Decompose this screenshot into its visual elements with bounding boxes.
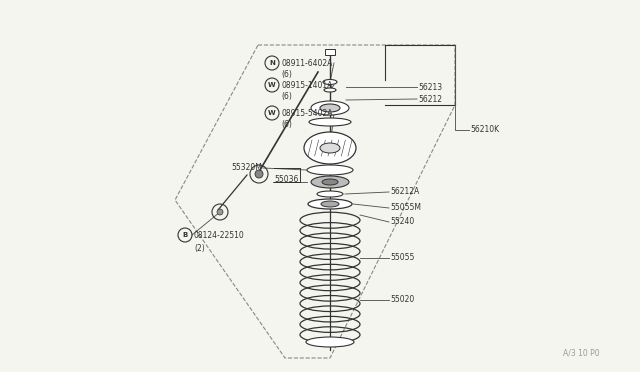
Circle shape bbox=[217, 209, 223, 215]
Text: W: W bbox=[268, 82, 276, 88]
Ellipse shape bbox=[308, 199, 352, 209]
Bar bbox=[325, 49, 335, 55]
Text: W: W bbox=[268, 110, 276, 116]
Text: B: B bbox=[182, 232, 188, 238]
Circle shape bbox=[255, 170, 263, 178]
Text: (6): (6) bbox=[281, 92, 292, 100]
Text: 08915-5402A: 08915-5402A bbox=[281, 109, 333, 118]
Ellipse shape bbox=[321, 201, 339, 207]
Text: 56210K: 56210K bbox=[470, 125, 499, 135]
Ellipse shape bbox=[320, 143, 340, 153]
Text: 55036: 55036 bbox=[274, 176, 298, 185]
Text: (6): (6) bbox=[281, 119, 292, 128]
Ellipse shape bbox=[317, 191, 343, 197]
Ellipse shape bbox=[306, 337, 354, 347]
Text: 55320M: 55320M bbox=[231, 164, 262, 173]
Ellipse shape bbox=[309, 118, 351, 126]
Text: 55055M: 55055M bbox=[390, 203, 421, 212]
Text: N: N bbox=[269, 60, 275, 66]
Ellipse shape bbox=[320, 104, 340, 112]
Text: (2): (2) bbox=[194, 244, 205, 253]
Ellipse shape bbox=[304, 132, 356, 164]
Ellipse shape bbox=[311, 176, 349, 188]
Text: 55240: 55240 bbox=[390, 218, 414, 227]
Text: 08915-1401A: 08915-1401A bbox=[281, 80, 332, 90]
Text: 08911-6402A: 08911-6402A bbox=[281, 58, 332, 67]
Text: 56212A: 56212A bbox=[390, 187, 419, 196]
Ellipse shape bbox=[322, 179, 338, 185]
Text: (6): (6) bbox=[281, 70, 292, 78]
Text: 55055: 55055 bbox=[390, 253, 414, 263]
Ellipse shape bbox=[323, 80, 337, 84]
Text: 56212: 56212 bbox=[418, 94, 442, 103]
Text: A/3 10 P0: A/3 10 P0 bbox=[563, 349, 600, 358]
Ellipse shape bbox=[311, 101, 349, 115]
Text: 55020: 55020 bbox=[390, 295, 414, 305]
Ellipse shape bbox=[307, 165, 353, 175]
Ellipse shape bbox=[324, 88, 336, 92]
Text: 56213: 56213 bbox=[418, 83, 442, 92]
Text: 08124-22510: 08124-22510 bbox=[194, 231, 244, 240]
